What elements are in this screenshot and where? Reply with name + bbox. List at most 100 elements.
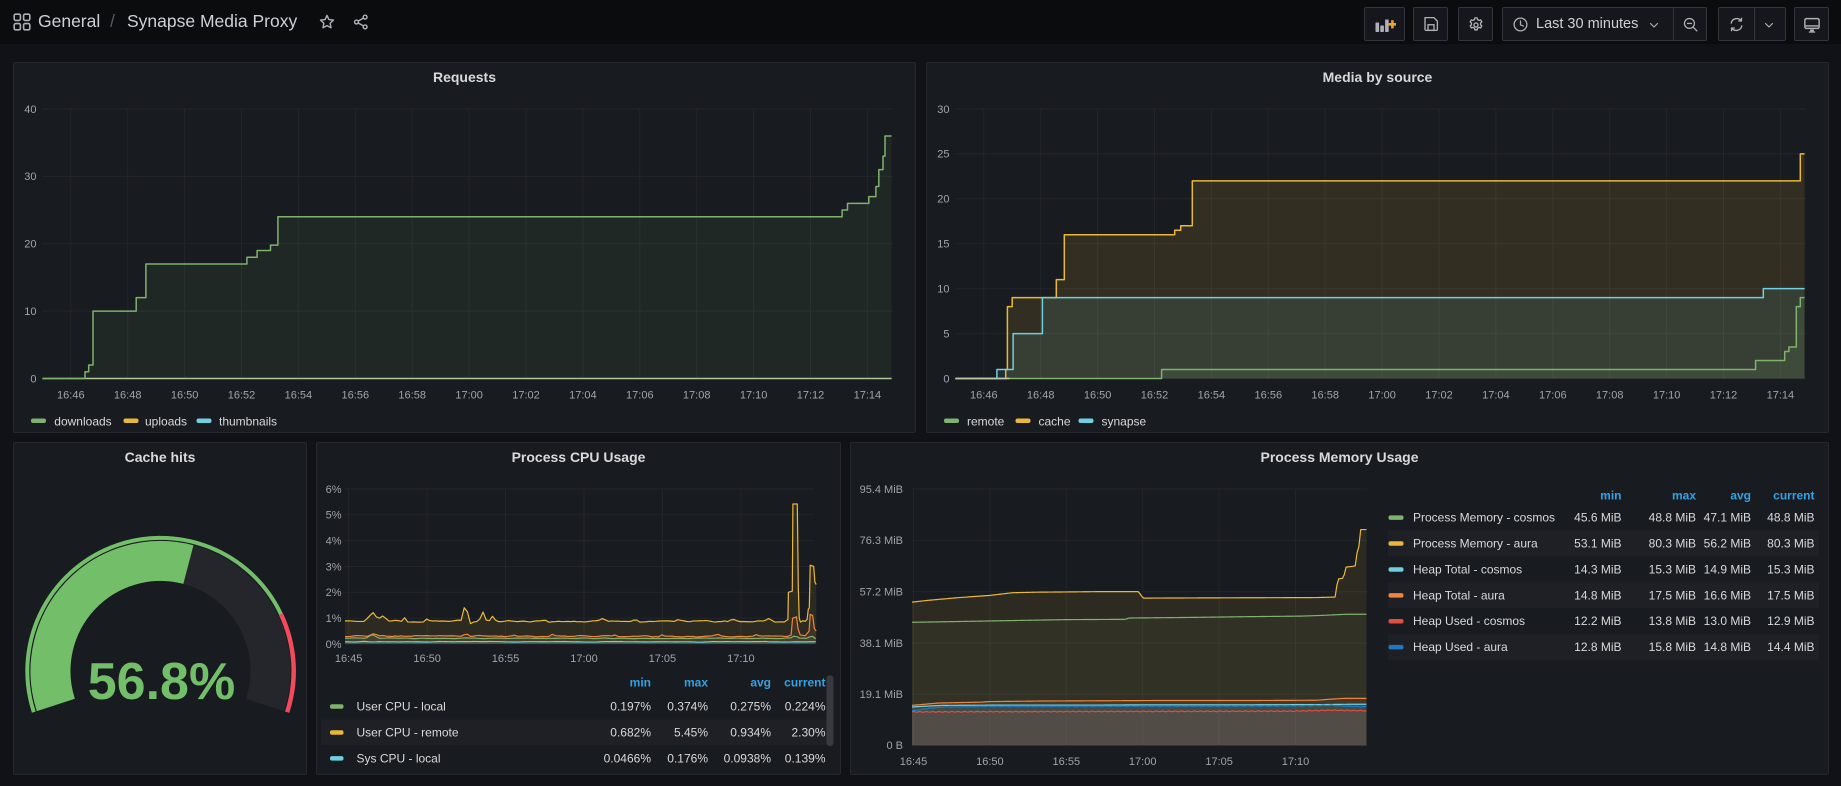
svg-text:17:00: 17:00 (455, 390, 483, 402)
svg-text:95.4 MiB: 95.4 MiB (860, 484, 903, 496)
svg-text:max: max (684, 676, 708, 690)
svg-text:0.0466%: 0.0466% (604, 751, 652, 765)
svg-text:2.30%: 2.30% (791, 725, 825, 739)
svg-text:16:55: 16:55 (1053, 756, 1081, 768)
svg-text:14.4 MiB: 14.4 MiB (1767, 640, 1814, 654)
svg-text:current: current (1773, 489, 1814, 503)
svg-text:User CPU - local: User CPU - local (357, 700, 446, 714)
svg-text:16:58: 16:58 (398, 390, 426, 402)
svg-text:0.176%: 0.176% (667, 751, 708, 765)
svg-text:17:10: 17:10 (1282, 756, 1310, 768)
svg-text:16:55: 16:55 (492, 653, 520, 665)
svg-text:avg: avg (750, 676, 771, 690)
svg-text:17:10: 17:10 (740, 390, 768, 402)
svg-text:17:06: 17:06 (626, 390, 654, 402)
svg-text:17:08: 17:08 (1596, 390, 1624, 402)
svg-text:0.275%: 0.275% (730, 700, 771, 714)
svg-text:min: min (630, 676, 651, 690)
svg-text:max: max (1672, 489, 1696, 503)
svg-text:16:48: 16:48 (114, 390, 142, 402)
svg-text:0.197%: 0.197% (610, 700, 651, 714)
svg-text:15.3 MiB: 15.3 MiB (1649, 562, 1696, 576)
svg-text:17:02: 17:02 (512, 390, 540, 402)
svg-text:10: 10 (937, 284, 949, 296)
svg-text:1%: 1% (326, 613, 342, 625)
svg-text:17.5 MiB: 17.5 MiB (1649, 588, 1696, 602)
svg-text:40: 40 (24, 104, 36, 116)
svg-text:downloads: downloads (54, 414, 111, 428)
svg-text:12.2 MiB: 12.2 MiB (1574, 614, 1621, 628)
svg-text:Heap Used - aura: Heap Used - aura (1413, 640, 1508, 654)
svg-text:16:50: 16:50 (171, 390, 199, 402)
svg-text:16:56: 16:56 (342, 390, 370, 402)
svg-text:17:12: 17:12 (797, 390, 825, 402)
svg-text:48.8 MiB: 48.8 MiB (1767, 511, 1814, 525)
svg-text:16:52: 16:52 (228, 390, 256, 402)
svg-text:16:45: 16:45 (900, 756, 928, 768)
svg-text:remote: remote (967, 414, 1005, 428)
svg-text:current: current (784, 676, 825, 690)
svg-text:17:04: 17:04 (569, 390, 597, 402)
svg-text:15: 15 (937, 239, 949, 251)
svg-text:0.374%: 0.374% (667, 700, 708, 714)
svg-text:56.2 MiB: 56.2 MiB (1704, 537, 1751, 551)
svg-text:17.5 MiB: 17.5 MiB (1767, 588, 1814, 602)
svg-text:56.8%: 56.8% (88, 653, 235, 711)
svg-text:3%: 3% (326, 561, 342, 573)
svg-text:0.139%: 0.139% (785, 751, 826, 765)
svg-text:17:00: 17:00 (1129, 756, 1157, 768)
svg-text:5: 5 (943, 328, 949, 340)
svg-text:12.8 MiB: 12.8 MiB (1574, 640, 1621, 654)
svg-text:76.3 MiB: 76.3 MiB (860, 535, 903, 547)
svg-text:0.934%: 0.934% (730, 725, 771, 739)
svg-text:20: 20 (24, 239, 36, 251)
svg-text:16:48: 16:48 (1027, 390, 1055, 402)
svg-text:0: 0 (30, 373, 36, 385)
svg-text:Heap Total - aura: Heap Total - aura (1413, 588, 1505, 602)
svg-text:13.8 MiB: 13.8 MiB (1649, 614, 1696, 628)
svg-text:2%: 2% (326, 587, 342, 599)
svg-text:0: 0 (943, 373, 949, 385)
svg-text:16:46: 16:46 (970, 390, 998, 402)
svg-text:5.45%: 5.45% (674, 725, 708, 739)
svg-text:30: 30 (24, 171, 36, 183)
svg-text:30: 30 (937, 104, 949, 116)
svg-text:avg: avg (1730, 489, 1751, 503)
svg-text:16:46: 16:46 (57, 390, 85, 402)
svg-text:20: 20 (937, 194, 949, 206)
svg-text:17:05: 17:05 (649, 653, 677, 665)
svg-text:Heap Used - cosmos: Heap Used - cosmos (1413, 614, 1525, 628)
svg-text:synapse: synapse (1102, 414, 1147, 428)
svg-text:47.1 MiB: 47.1 MiB (1704, 511, 1751, 525)
svg-text:min: min (1600, 489, 1621, 503)
svg-text:cache: cache (1039, 414, 1071, 428)
svg-text:4%: 4% (326, 536, 342, 548)
svg-text:48.8 MiB: 48.8 MiB (1649, 511, 1696, 525)
svg-text:User CPU - remote: User CPU - remote (357, 725, 459, 739)
svg-text:14.8 MiB: 14.8 MiB (1704, 640, 1751, 654)
svg-text:uploads: uploads (145, 414, 187, 428)
svg-text:19.1 MiB: 19.1 MiB (860, 689, 903, 701)
svg-text:13.0 MiB: 13.0 MiB (1704, 614, 1751, 628)
svg-text:14.3 MiB: 14.3 MiB (1574, 562, 1621, 576)
svg-text:0.0938%: 0.0938% (724, 751, 772, 765)
svg-text:16:50: 16:50 (1084, 390, 1112, 402)
svg-text:38.1 MiB: 38.1 MiB (860, 638, 903, 650)
svg-text:Process Memory - cosmos: Process Memory - cosmos (1413, 511, 1555, 525)
svg-text:45.6 MiB: 45.6 MiB (1574, 511, 1621, 525)
svg-text:14.8 MiB: 14.8 MiB (1574, 588, 1621, 602)
svg-text:57.2 MiB: 57.2 MiB (860, 587, 903, 599)
svg-text:Sys CPU - local: Sys CPU - local (357, 751, 441, 765)
svg-text:25: 25 (937, 149, 949, 161)
svg-text:15.8 MiB: 15.8 MiB (1649, 640, 1696, 654)
svg-text:16:45: 16:45 (335, 653, 363, 665)
svg-text:17:00: 17:00 (1368, 390, 1396, 402)
svg-text:0.224%: 0.224% (785, 700, 826, 714)
svg-text:17:04: 17:04 (1482, 390, 1510, 402)
svg-text:17:10: 17:10 (727, 653, 755, 665)
svg-text:thumbnails: thumbnails (219, 414, 277, 428)
svg-text:17:14: 17:14 (1767, 390, 1795, 402)
svg-text:14.9 MiB: 14.9 MiB (1704, 562, 1751, 576)
svg-text:17:02: 17:02 (1425, 390, 1453, 402)
svg-text:16:50: 16:50 (976, 756, 1004, 768)
